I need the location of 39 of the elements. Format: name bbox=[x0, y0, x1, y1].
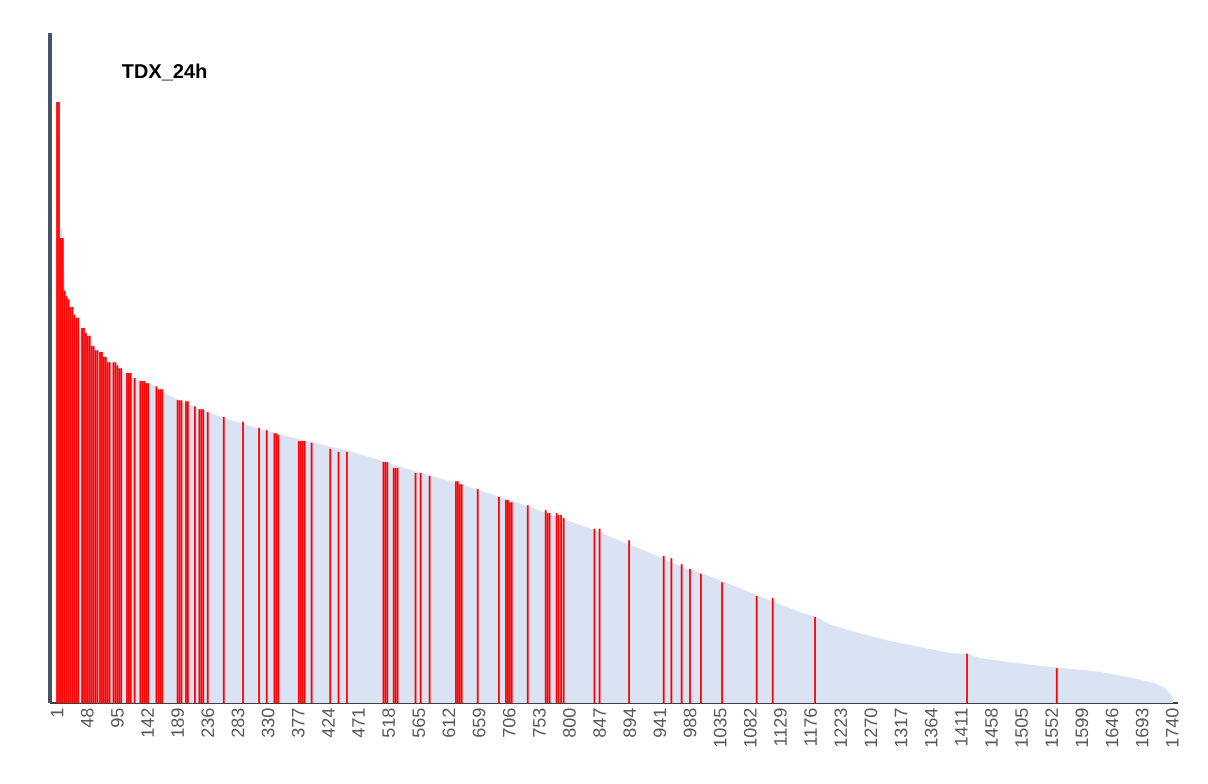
x-tick-label: 847 bbox=[593, 708, 606, 737]
x-tick-label: 1505 bbox=[1015, 708, 1028, 747]
x-tick-label: 1082 bbox=[743, 708, 757, 747]
x-tick-label: 1411 bbox=[955, 708, 968, 746]
x-tick-label: 48 bbox=[80, 708, 94, 728]
x-tick-label: 1 bbox=[50, 708, 64, 717]
x-tick-label: 1458 bbox=[985, 708, 998, 747]
x-tick-label: 800 bbox=[563, 708, 576, 737]
x-tick-label: 1693 bbox=[1135, 708, 1149, 747]
chart-title: TDX_24h bbox=[121, 63, 207, 81]
x-tick-label: 612 bbox=[442, 708, 456, 737]
x-tick-label: 894 bbox=[623, 708, 637, 737]
x-tick-label: 565 bbox=[412, 708, 426, 738]
x-tick-label: 330 bbox=[261, 708, 275, 738]
x-tick-label: 424 bbox=[322, 708, 335, 738]
x-tick-label: 471 bbox=[352, 708, 365, 738]
x-tick-label: 659 bbox=[472, 708, 486, 737]
x-tick-label: 706 bbox=[502, 708, 516, 737]
x-tick-label: 1176 bbox=[804, 708, 817, 746]
x-tick-label: 283 bbox=[231, 708, 245, 737]
x-tick-label: 988 bbox=[683, 708, 697, 737]
x-tick-label: 1646 bbox=[1105, 708, 1119, 747]
x-tick-label: 1740 bbox=[1165, 708, 1179, 747]
x-tick-label: 1552 bbox=[1045, 708, 1059, 747]
x-tick-label: 518 bbox=[382, 708, 395, 738]
x-tick-label: 1129 bbox=[774, 708, 787, 746]
x-tick-label: 377 bbox=[291, 708, 305, 738]
x-tick-label: 1317 bbox=[894, 708, 908, 747]
x-tick-label: 1223 bbox=[834, 708, 848, 747]
x-tick-label: 1599 bbox=[1075, 708, 1089, 747]
x-tick-label: 142 bbox=[141, 708, 154, 737]
x-tick-label: 1364 bbox=[924, 708, 938, 747]
x-tick-label: 1035 bbox=[713, 708, 727, 747]
x-tick-label: 753 bbox=[532, 708, 546, 737]
x-tick-label: 941 bbox=[653, 708, 667, 737]
x-tick-label: 236 bbox=[201, 708, 215, 737]
x-tick-label: 1270 bbox=[864, 708, 878, 747]
x-tick-label: 95 bbox=[110, 708, 124, 727]
x-tick-label: 189 bbox=[171, 708, 184, 737]
